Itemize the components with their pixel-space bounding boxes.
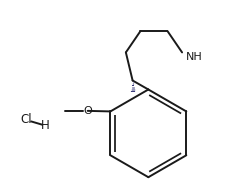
Text: Cl: Cl [20, 113, 32, 126]
Text: NH: NH [185, 52, 202, 62]
Text: H: H [41, 119, 49, 132]
Text: O: O [83, 106, 92, 116]
